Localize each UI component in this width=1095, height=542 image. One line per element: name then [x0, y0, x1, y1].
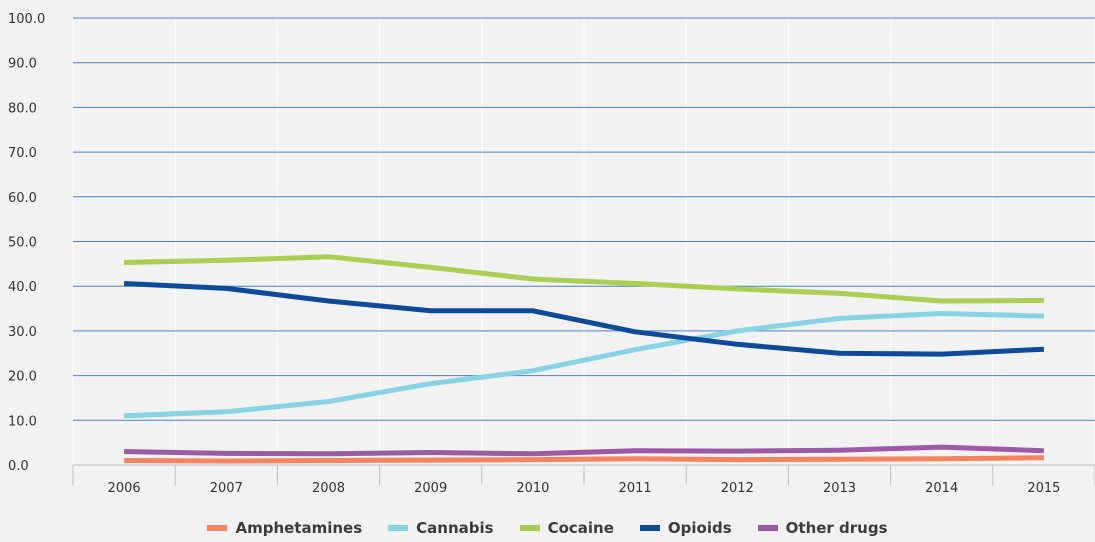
series-line-amphetamines [124, 455, 1044, 464]
series-lines [123, 254, 1045, 464]
legend-item: Other drugs [757, 519, 888, 537]
legend-swatch [639, 525, 660, 531]
x-tick-label: 2012 [721, 481, 754, 496]
legend-swatch [757, 525, 778, 531]
legend-item: Opioids [639, 519, 732, 537]
y-tick-label: 100.0 [8, 12, 45, 27]
legend-item: Cannabis [388, 519, 494, 537]
legend-label: Other drugs [785, 519, 888, 537]
y-tick-labels: 0.0 10.0 20.0 30.0 40.0 50.0 60.0 70.0 80.0 90.0 1… [8, 12, 45, 474]
legend-swatch [519, 525, 540, 531]
legend-label: Opioids [667, 519, 732, 537]
y-tick-label: 80.0 [8, 101, 37, 116]
legend-label: Cocaine [547, 519, 614, 537]
y-tick-label: 10.0 [8, 414, 37, 429]
legend-label: Cannabis [416, 519, 494, 537]
x-tick-label: 2013 [823, 481, 856, 496]
legend-item: Amphetamines [207, 519, 362, 537]
y-tick-label: 90.0 [8, 57, 37, 72]
series-line-other-drugs [124, 444, 1044, 457]
y-tick-label: 60.0 [8, 191, 37, 206]
legend-item: Cocaine [519, 519, 614, 537]
legend-swatch [388, 525, 409, 531]
legend-swatch [207, 525, 228, 531]
x-tick-label: 2014 [925, 481, 958, 496]
grid-lines [72, 17, 1095, 465]
x-tick-labels: 2006 2007 2008 2009 2010 2011 2012 2013 2014 2015 [108, 481, 1061, 496]
y-tick-label: 40.0 [8, 280, 37, 295]
axes [72, 464, 1095, 485]
series-line-cocaine [124, 254, 1044, 304]
line-chart: 0.0 10.0 20.0 30.0 40.0 50.0 60.0 70.0 80.0 90.0 1… [8, 12, 1095, 496]
y-tick-label: 0.0 [8, 459, 29, 474]
x-tick-label: 2006 [108, 481, 141, 496]
x-tick-label: 2015 [1027, 481, 1060, 496]
series-line-cannabis [124, 311, 1044, 419]
y-tick-label: 20.0 [8, 370, 37, 385]
y-tick-label: 50.0 [8, 236, 37, 251]
series-line-opioids [123, 281, 1045, 357]
x-tick-label: 2011 [619, 481, 652, 496]
legend-label: Amphetamines [235, 519, 363, 537]
x-tick-label: 2010 [516, 481, 549, 496]
y-tick-label: 70.0 [8, 146, 37, 161]
x-tick-label: 2008 [312, 481, 345, 496]
x-tick-label: 2009 [414, 481, 447, 496]
x-tick-label: 2007 [210, 481, 243, 496]
y-tick-label: 30.0 [8, 325, 37, 340]
legend: Amphetamines Cannabis Cocaine Opioids Other … [0, 516, 1095, 540]
